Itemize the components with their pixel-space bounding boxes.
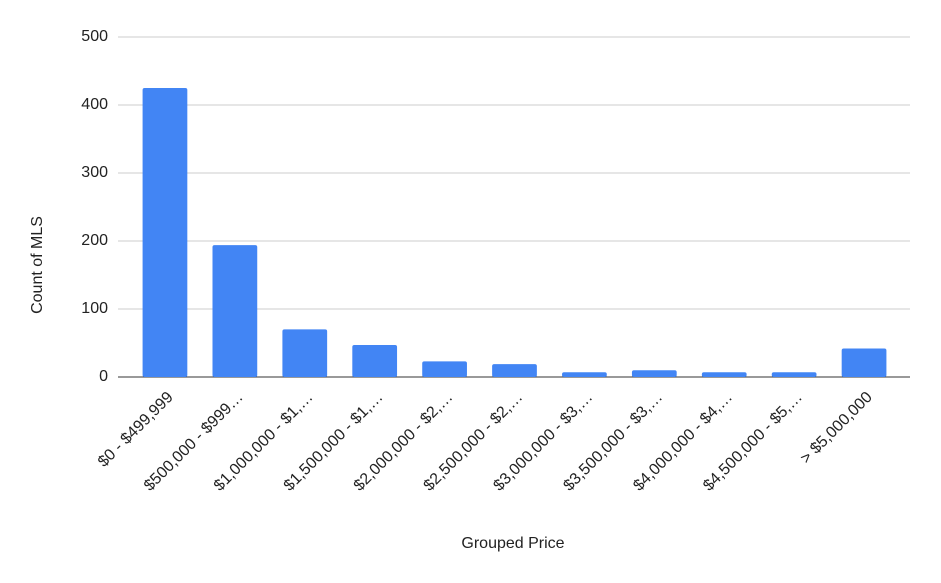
x-axis-title: Grouped Price <box>461 535 564 552</box>
bar <box>142 88 188 377</box>
y-tick-label: 100 <box>81 300 108 317</box>
y-tick-label: 200 <box>81 232 108 249</box>
bar <box>562 372 607 377</box>
bar <box>492 364 537 377</box>
bar <box>352 345 398 377</box>
y-tick-label: 500 <box>81 28 108 45</box>
y-tick-label: 300 <box>81 164 108 181</box>
y-tick-label: 0 <box>99 368 108 385</box>
bar <box>422 361 467 377</box>
bar <box>701 372 747 377</box>
y-axis-title: Count of MLS <box>29 216 46 314</box>
x-tick-label: > $5,000,000 <box>797 389 875 467</box>
bar <box>771 372 817 377</box>
bar <box>212 245 258 377</box>
bar <box>631 370 677 377</box>
bar <box>841 348 887 377</box>
bar <box>282 329 328 377</box>
y-tick-label: 400 <box>81 96 108 113</box>
